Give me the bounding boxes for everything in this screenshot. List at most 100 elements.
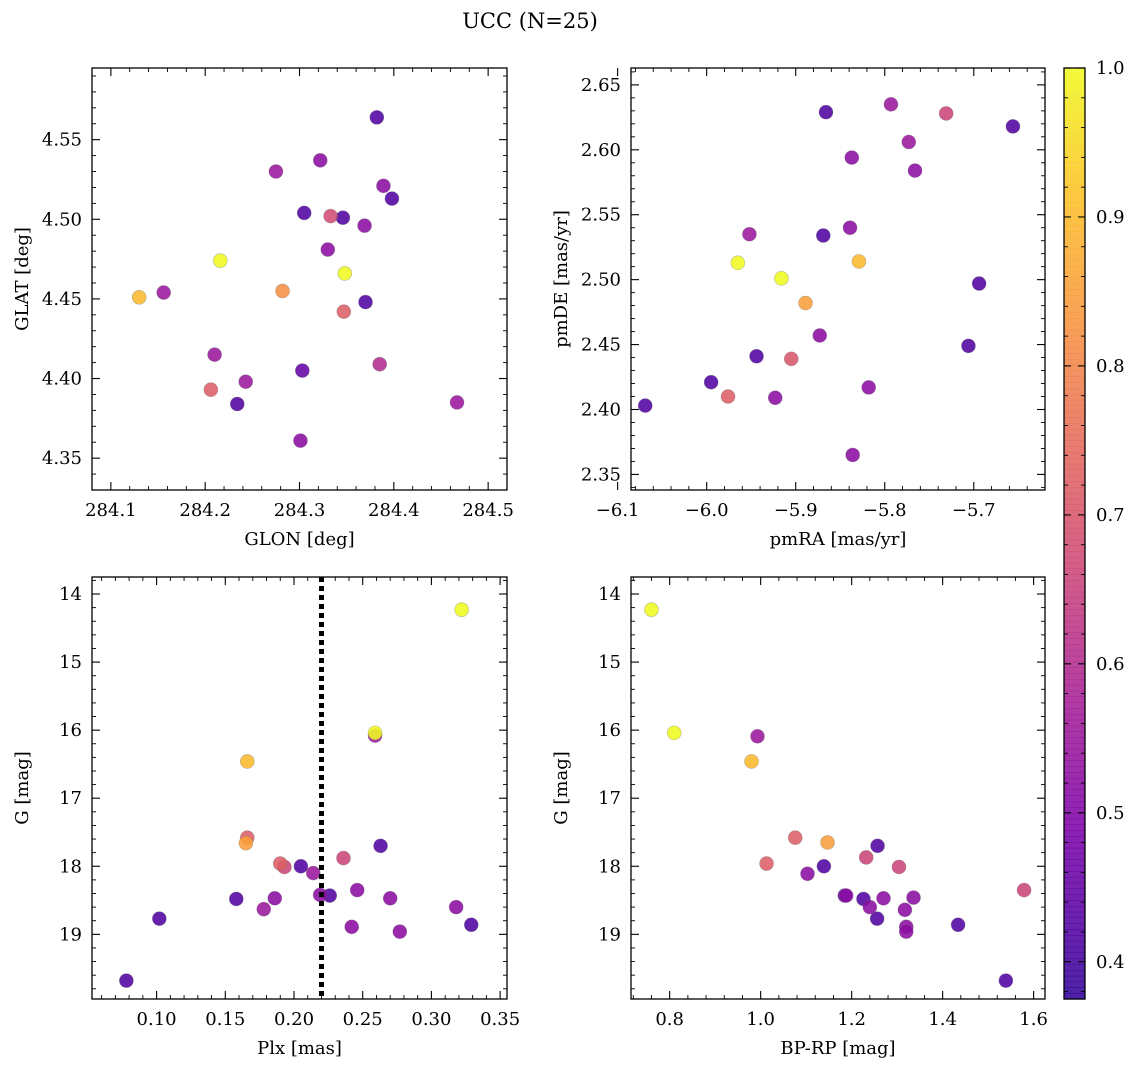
scatter-panel-3: 0.10 0.15 0.20 0.25 0.30 0.35 14 15 16 17 18 19 Plx …	[12, 576, 520, 1059]
colorbar-segment	[1064, 684, 1085, 692]
colorbar: 0.4 0.5 0.6 0.7 0.8 0.9 1.0	[1063, 58, 1125, 1000]
data-point	[812, 328, 828, 343]
colorbar-segment	[1064, 108, 1085, 116]
plot-frame	[91, 576, 508, 1000]
data-point	[767, 390, 783, 406]
data-point	[131, 290, 147, 305]
data-point	[961, 338, 976, 354]
data-point	[275, 283, 290, 299]
colorbar-segment	[1064, 754, 1085, 762]
colorbar-segment	[1064, 457, 1085, 465]
colorbar-segment	[1064, 137, 1085, 145]
x-tick-label: 1.4	[928, 1009, 957, 1030]
data-point	[335, 210, 351, 225]
colorbar-segment	[1064, 533, 1085, 540]
colorbar-tick-label: 1.0	[1096, 58, 1125, 79]
colorbar-segment	[1064, 678, 1085, 686]
colorbar-segment	[1064, 777, 1085, 785]
data-point	[720, 389, 736, 404]
y-tick-label: 4.45	[42, 289, 82, 310]
x-tick-label: 284.3	[274, 500, 326, 521]
colorbar-segment	[1064, 812, 1085, 820]
y-tick-label: 2.45	[581, 335, 621, 356]
data-point	[358, 294, 373, 310]
colorbar-segment	[1064, 969, 1085, 977]
data-point	[272, 856, 288, 871]
colorbar-segment	[1064, 900, 1085, 907]
data-point	[703, 374, 719, 390]
colorbar-segment	[1064, 114, 1085, 121]
data-point	[239, 754, 255, 769]
colorbar-segment	[1064, 905, 1085, 913]
data-point	[207, 347, 222, 362]
data-point	[838, 888, 854, 903]
colorbar-segment	[1064, 335, 1085, 343]
colorbar-segment	[1064, 690, 1085, 698]
data-point	[323, 208, 338, 224]
colorbar-segment	[1064, 382, 1085, 389]
y-tick-label: 19	[598, 924, 621, 945]
data-point	[454, 602, 469, 617]
y-axis-label: GLAT [deg]	[12, 227, 33, 331]
colorbar-segment	[1064, 399, 1085, 407]
colorbar-segment	[1064, 486, 1085, 494]
y-tick-label: 2.60	[581, 140, 621, 161]
data-point	[119, 973, 134, 988]
y-axis-label: G [mag]	[551, 751, 572, 824]
y-tick-label: 2.55	[581, 205, 621, 226]
y-tick-label: 4.50	[42, 209, 82, 230]
colorbar-segment	[1064, 370, 1085, 377]
colorbar-segment	[1064, 824, 1085, 831]
colorbar-segment	[1064, 644, 1085, 651]
colorbar-segment	[1064, 161, 1085, 168]
data-point	[336, 850, 351, 866]
x-tick-label: 0.30	[411, 1009, 451, 1030]
colorbar-segment	[1064, 795, 1085, 802]
colorbar-segment	[1064, 73, 1085, 81]
colorbar-segment	[1064, 801, 1085, 808]
y-tick-label: 16	[59, 720, 82, 741]
colorbar-segment	[1064, 294, 1085, 302]
colorbar-segment	[1064, 859, 1085, 866]
x-tick-label: 284.2	[179, 500, 231, 521]
data-point	[870, 838, 885, 854]
colorbar-segment	[1064, 731, 1085, 738]
colorbar-segment	[1064, 68, 1085, 75]
data-point	[376, 178, 391, 194]
colorbar-segment	[1064, 166, 1085, 174]
colorbar-segment	[1064, 917, 1085, 924]
colorbar-segment	[1064, 324, 1085, 331]
data-point	[267, 890, 283, 906]
colorbar-segment	[1064, 388, 1085, 395]
colorbar-segment	[1064, 481, 1085, 488]
colorbar-segment	[1064, 434, 1085, 441]
data-point	[382, 890, 398, 906]
data-point	[238, 835, 254, 851]
y-tick-label: 4.55	[42, 130, 82, 151]
data-point	[898, 924, 914, 939]
colorbar-segment	[1064, 847, 1085, 855]
y-tick-label: 18	[598, 856, 621, 877]
colorbar-segment	[1064, 463, 1085, 471]
colorbar-segment	[1064, 888, 1085, 895]
colorbar-segment	[1064, 934, 1085, 942]
x-tick-label: 284.1	[85, 500, 137, 521]
colorbar-segment	[1064, 638, 1085, 645]
colorbar-segment	[1064, 143, 1085, 151]
colorbar-segment	[1064, 446, 1085, 453]
data-point	[897, 902, 913, 918]
x-tick-label: 0.20	[274, 1009, 314, 1030]
colorbar-segment	[1064, 155, 1085, 162]
colorbar-segment	[1064, 102, 1085, 110]
colorbar-segment	[1064, 452, 1085, 459]
colorbar-segment	[1064, 306, 1085, 313]
colorbar-segment	[1064, 620, 1085, 628]
colorbar-segment	[1064, 318, 1085, 325]
x-tick-label: 0.25	[343, 1009, 383, 1030]
colorbar-segment	[1064, 725, 1085, 732]
colorbar-segment	[1064, 719, 1085, 727]
data-point	[384, 191, 400, 206]
figure-title: UCC (N=25)	[462, 9, 598, 33]
colorbar-segment	[1064, 993, 1085, 1000]
